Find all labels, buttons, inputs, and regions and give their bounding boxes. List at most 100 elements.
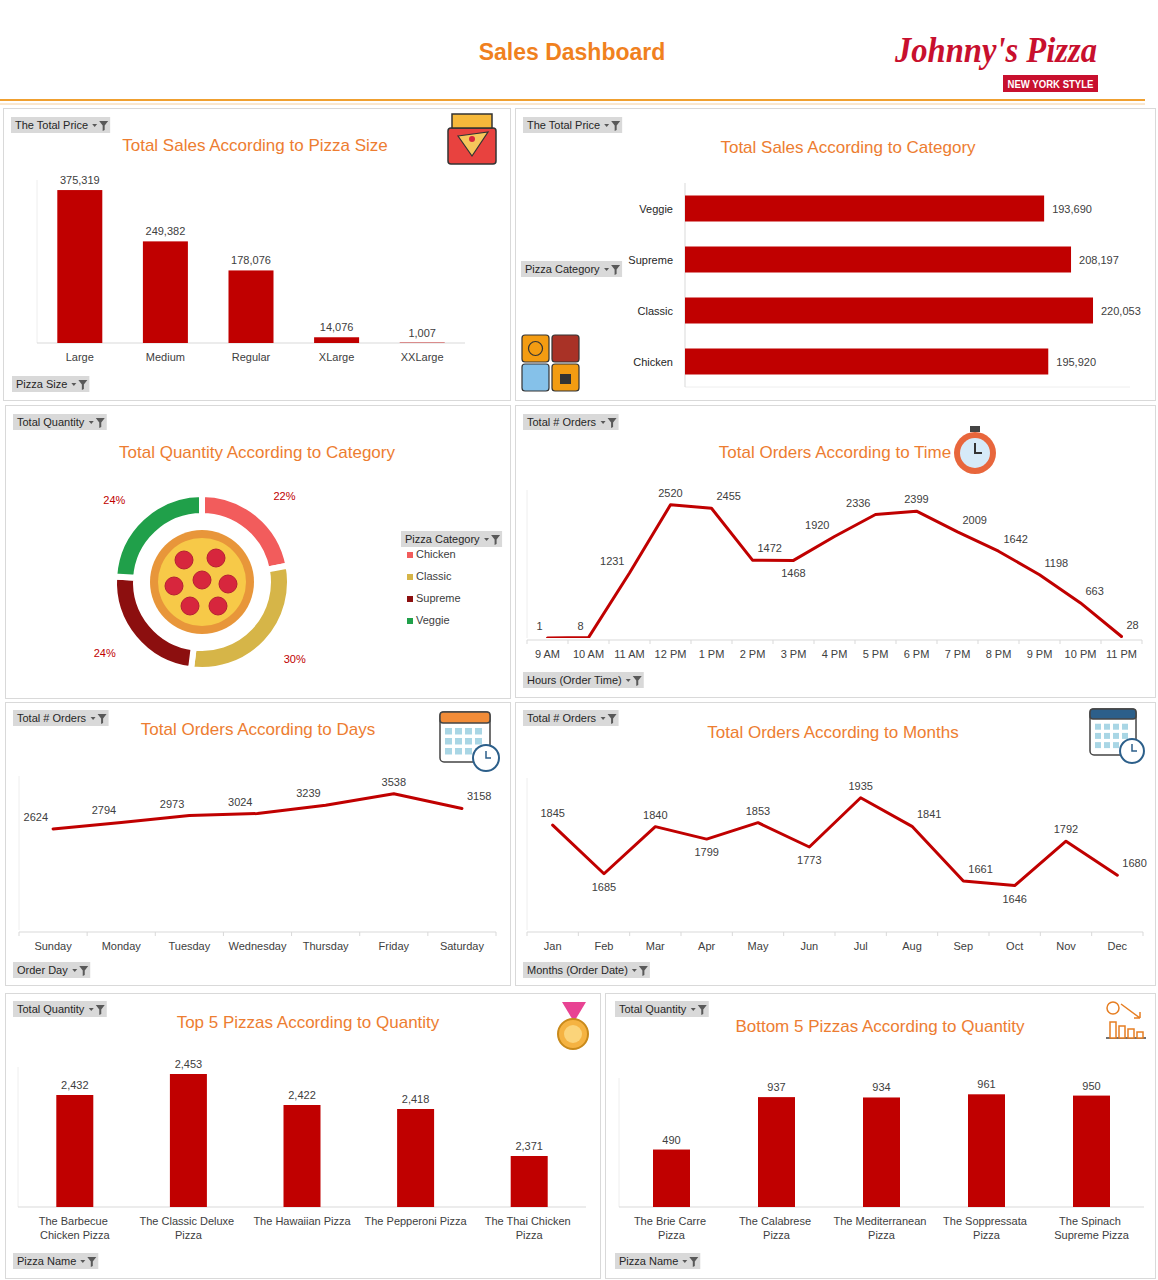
tick-label: Nov <box>1056 940 1076 952</box>
tick-label: The Soppressata Pizza <box>943 1215 1030 1241</box>
filter-icon <box>689 1257 698 1267</box>
axis-tick <box>629 932 630 936</box>
axis-field-button: Hours (Order Time) <box>523 672 644 688</box>
axis-field-button: Pizza Category <box>521 261 622 277</box>
axis-tick <box>937 640 938 644</box>
icon <box>1104 742 1110 748</box>
icon <box>552 364 579 391</box>
data-label: 1792 <box>1054 823 1078 835</box>
data-label: 195,920 <box>1056 356 1096 368</box>
icon <box>522 335 549 362</box>
button-label: Months (Order Date) <box>527 964 628 976</box>
data-label: 22% <box>273 490 295 502</box>
axis-tick <box>568 640 569 644</box>
button-bg <box>523 117 622 133</box>
icon <box>475 728 482 735</box>
filter-icon <box>611 121 620 131</box>
axis-field-button: Pizza Name <box>13 1253 98 1269</box>
label-line: Pizza <box>175 1229 203 1241</box>
icon <box>452 114 492 128</box>
series-line <box>553 798 1118 886</box>
bar <box>968 1094 1005 1207</box>
tick-label: 10 PM <box>1065 648 1097 660</box>
icon <box>458 132 488 156</box>
series-line <box>53 794 462 829</box>
icon <box>1104 724 1110 730</box>
tick-label: Supreme <box>628 254 673 266</box>
dropdown-icon <box>91 717 96 720</box>
tick-label: Classic <box>638 305 674 317</box>
icon <box>1122 724 1128 730</box>
legend-title: Pizza Category <box>401 531 502 547</box>
axis-tick <box>937 932 938 936</box>
value-axis <box>18 1067 19 1207</box>
category-axis <box>527 640 1142 641</box>
bar <box>685 349 1048 375</box>
tick-label: The Classic Deluxe Pizza <box>139 1215 237 1241</box>
label-line: Medium <box>146 351 185 363</box>
data-label: 1472 <box>758 542 782 554</box>
dropdown-icon <box>626 679 631 682</box>
button-label: Pizza Name <box>619 1255 678 1267</box>
filter-icon <box>98 714 107 724</box>
tick-label: The Mediterranean Pizza <box>834 1215 930 1241</box>
label-line: The Hawaiian Pizza <box>253 1215 351 1227</box>
pizza-cheese <box>158 538 246 626</box>
filter-icon <box>96 418 105 428</box>
data-label: 2520 <box>658 487 682 499</box>
chart-title: Total Sales According to Category <box>720 138 976 157</box>
icon <box>1104 733 1110 739</box>
axis-tick <box>427 932 428 936</box>
value-axis <box>19 776 20 930</box>
data-label: 2,422 <box>288 1089 316 1101</box>
button-label: The Total Price <box>15 119 88 131</box>
icon <box>445 728 452 735</box>
panel <box>516 406 1156 698</box>
data-label: 1661 <box>968 863 992 875</box>
legend-swatch <box>407 618 413 624</box>
tick-label: 5 PM <box>863 648 889 660</box>
bar <box>685 298 1093 324</box>
label-line: Regular <box>232 351 271 363</box>
chart-title: Total Orders According to Time <box>719 443 951 462</box>
filter-icon <box>698 1005 707 1015</box>
data-label: 24% <box>103 494 125 506</box>
icon <box>440 712 490 723</box>
icon <box>558 1019 588 1049</box>
value-axis <box>527 778 528 930</box>
tick-label: Monday <box>102 940 142 952</box>
tick-label: Jan <box>544 940 562 952</box>
icon <box>954 432 996 474</box>
pepperoni <box>207 549 225 567</box>
pizza-crust <box>150 530 254 634</box>
pepperoni <box>209 597 227 615</box>
axis-tick <box>814 640 815 644</box>
axis-tick <box>1019 640 1020 644</box>
label-line: The Barbecue <box>39 1215 111 1227</box>
data-label: 375,319 <box>60 174 100 186</box>
data-label: 490 <box>662 1134 680 1146</box>
icon <box>469 136 475 142</box>
bar <box>57 190 102 343</box>
pepperoni <box>219 575 237 593</box>
button-bg <box>523 414 619 430</box>
button-label: Order Day <box>17 964 68 976</box>
icon <box>455 728 462 735</box>
data-label: 2794 <box>92 804 116 816</box>
logo-tagline: NEW YORK STYLE <box>1008 78 1094 90</box>
axis-tick <box>609 640 610 644</box>
label-line: The Calabrese <box>739 1215 814 1227</box>
filter-icon <box>87 1257 96 1267</box>
data-label: 3158 <box>467 790 491 802</box>
legend-swatch <box>407 552 413 558</box>
button-bg <box>13 962 90 978</box>
plot-marks <box>56 1074 547 1207</box>
dropdown-icon <box>80 1260 85 1263</box>
axis-tick <box>1060 640 1061 644</box>
tick-label: The Hawaiian Pizza <box>253 1215 351 1227</box>
tick-label: Dec <box>1108 940 1128 952</box>
data-label: 961 <box>977 1078 995 1090</box>
plot-marks <box>548 505 1122 638</box>
panel <box>516 703 1156 986</box>
button-label: Pizza Size <box>16 378 67 390</box>
